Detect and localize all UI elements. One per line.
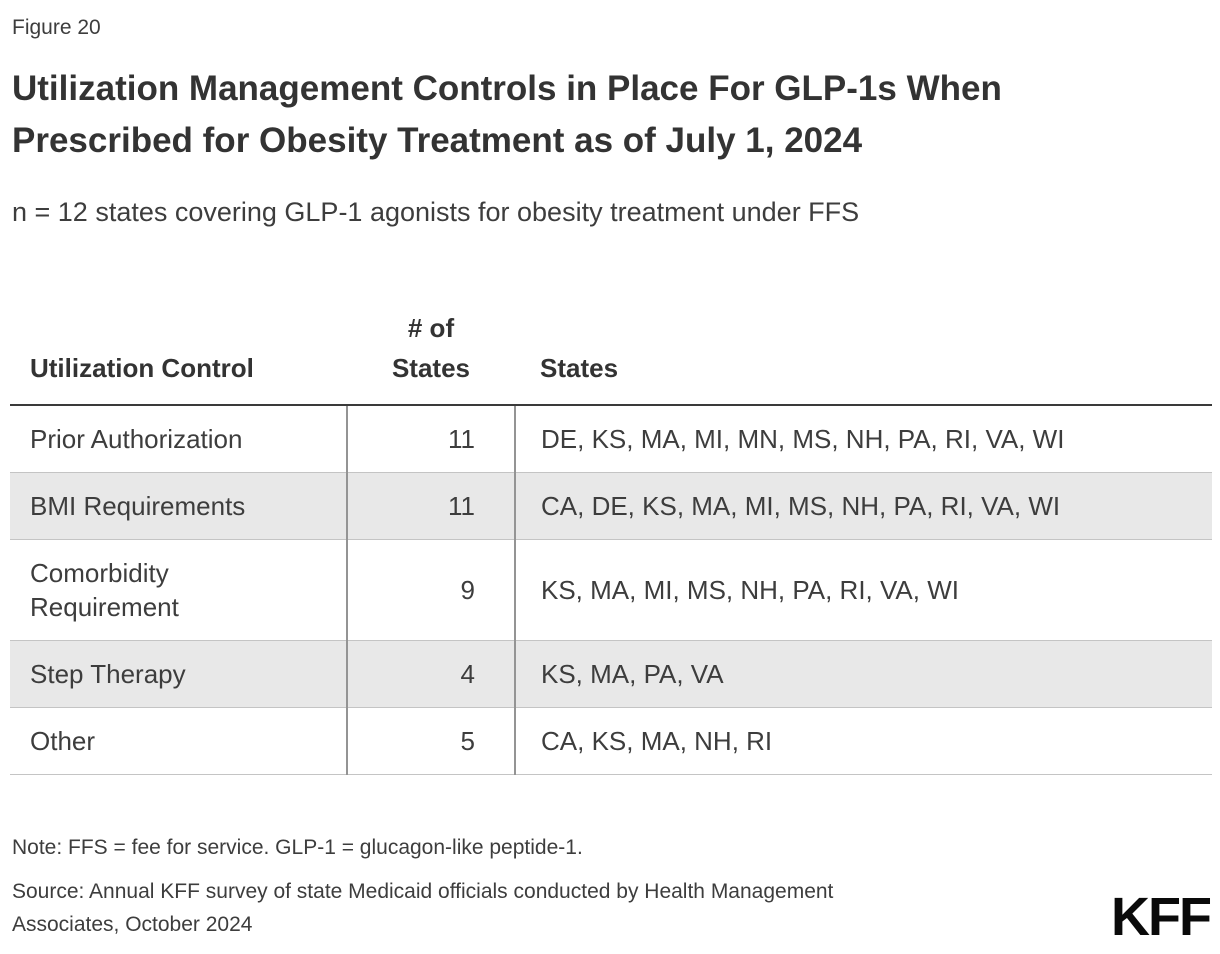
cell-control: BMI Requirements — [10, 472, 347, 540]
table-row: Prior Authorization 11 DE, KS, MA, MI, M… — [10, 405, 1212, 473]
figure-title-line-2: Prescribed for Obesity Treatment as of J… — [12, 121, 863, 160]
cell-states: CA, DE, KS, MA, MI, MS, NH, PA, RI, VA, … — [515, 472, 1212, 540]
cell-count: 4 — [346, 640, 516, 708]
cell-states: CA, KS, MA, NH, RI — [515, 707, 1212, 775]
table-row: Other 5 CA, KS, MA, NH, RI — [10, 707, 1212, 775]
table-header-row: Utilization Control # of States States — [10, 288, 1212, 406]
column-header-utilization-control: Utilization Control — [10, 288, 347, 406]
cell-count: 9 — [346, 539, 516, 641]
figure-source-line-2: Associates, October 2024 — [12, 913, 253, 936]
figure-source: Source: Annual KFF survey of state Medic… — [12, 875, 1072, 941]
table-row: BMI Requirements 11 CA, DE, KS, MA, MI, … — [10, 472, 1212, 540]
column-header-number-of-states-line-1: # of — [407, 313, 455, 343]
table-row: Step Therapy 4 KS, MA, PA, VA — [10, 640, 1212, 708]
cell-states: DE, KS, MA, MI, MN, MS, NH, PA, RI, VA, … — [515, 405, 1212, 473]
table-row: Comorbidity Requirement 9 KS, MA, MI, MS… — [10, 539, 1212, 641]
cell-count: 5 — [346, 707, 516, 775]
cell-states: KS, MA, MI, MS, NH, PA, RI, VA, WI — [515, 539, 1212, 641]
figure-label: Figure 20 — [12, 16, 101, 39]
cell-control: Comorbidity Requirement — [10, 539, 347, 641]
figure-note: Note: FFS = fee for service. GLP-1 = glu… — [12, 836, 583, 859]
figure-title: Utilization Management Controls in Place… — [12, 63, 1202, 167]
kff-logo: KFF — [1111, 887, 1212, 947]
figure-source-line-1: Source: Annual KFF survey of state Medic… — [12, 880, 834, 903]
column-header-number-of-states-line-2: States — [391, 353, 471, 383]
cell-count: 11 — [346, 405, 516, 473]
cell-control: Other — [10, 707, 347, 775]
utilization-controls-table: Utilization Control # of States States P… — [10, 288, 1212, 775]
cell-count: 11 — [346, 472, 516, 540]
cell-states: KS, MA, PA, VA — [515, 640, 1212, 708]
column-header-states: States — [515, 288, 1212, 406]
figure-title-line-1: Utilization Management Controls in Place… — [12, 69, 1002, 108]
column-header-number-of-states: # of States — [347, 288, 515, 406]
cell-control: Prior Authorization — [10, 405, 347, 473]
cell-control: Step Therapy — [10, 640, 347, 708]
figure-subtitle: n = 12 states covering GLP-1 agonists fo… — [12, 197, 860, 227]
